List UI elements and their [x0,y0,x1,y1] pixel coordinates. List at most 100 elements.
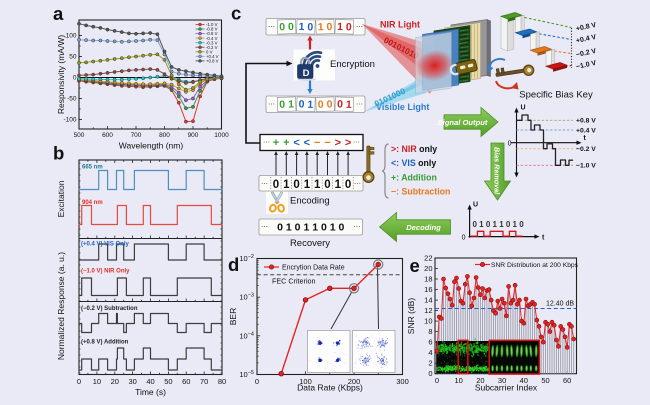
svg-text:U: U [521,105,526,112]
svg-text:50: 50 [164,377,172,386]
svg-text:50: 50 [69,54,77,61]
svg-text:-100: -100 [63,117,76,124]
svg-text:t: t [542,235,545,242]
svg-text:30: 30 [128,377,136,386]
svg-text:1 0: 1 0 [298,21,313,34]
svg-text:0: 0 [428,369,432,378]
svg-text:1 0: 1 0 [337,21,352,34]
svg-text:+0.8 V: +0.8 V [575,22,597,33]
svg-text:−: − [314,137,320,149]
svg-text:0: 0 [462,235,466,242]
svg-text:+: + [283,137,289,149]
svg-text:20: 20 [476,376,484,385]
svg-text:t: t [584,135,587,142]
svg-text:0 V: 0 V [206,49,213,54]
svg-text:Encoding: Encoding [290,196,330,207]
svg-text:>: > [345,137,351,149]
svg-text:Responsivity (mA/W): Responsivity (mA/W) [56,35,66,115]
svg-text:2: 2 [428,359,432,368]
svg-text:(+0.4 V) VIS Only: (+0.4 V) VIS Only [81,242,130,248]
svg-text:800: 800 [159,132,170,139]
svg-text:U: U [473,202,478,209]
svg-text:⋯: ⋯ [268,24,275,31]
svg-text:1: 1 [335,179,342,191]
svg-text:FEC Criterion: FEC Criterion [272,277,316,286]
svg-text:22: 22 [424,254,432,263]
svg-text:Visible Light: Visible Light [376,102,429,112]
svg-text:12: 12 [424,306,432,315]
svg-text:−1.0 V: −1.0 V [576,163,596,170]
svg-text:20: 20 [424,264,432,273]
svg-text:⋯: ⋯ [356,101,363,108]
svg-text:⋯: ⋯ [261,181,268,188]
svg-text:b: b [53,143,64,164]
svg-text:Data Rate (Kbps): Data Rate (Kbps) [297,383,363,393]
svg-text:+: Addition: +: Addition [391,172,437,182]
svg-text:40: 40 [146,377,154,386]
svg-text:300: 300 [396,377,409,386]
svg-text:Recovery: Recovery [290,238,330,249]
svg-text:10−2: 10−2 [239,254,254,263]
svg-text:0 0: 0 0 [279,21,294,34]
svg-text:-0.3 V: -0.3 V [206,40,218,45]
svg-text:d: d [228,254,239,275]
svg-text:Bias Removal: Bias Removal [493,147,502,195]
svg-text:-0.5 V: -0.5 V [206,31,218,36]
svg-text:600: 600 [102,132,113,139]
svg-text:18: 18 [424,275,432,284]
svg-text:a: a [53,3,64,24]
svg-text:(+0.8 V) Addition: (+0.8 V) Addition [81,340,129,346]
svg-text:-0.4 V: -0.4 V [206,36,218,41]
svg-text:0: 0 [508,140,512,147]
svg-text:900: 900 [188,132,199,139]
svg-text:−: Subtraction: −: Subtraction [391,187,450,197]
svg-text:1: 1 [283,179,290,191]
svg-text:0 1 0 1 1 0 1 0: 0 1 0 1 1 0 1 0 [277,221,344,233]
svg-text:10: 10 [93,377,101,386]
svg-text:−1.0 V: −1.0 V [575,60,597,71]
svg-text:<: < [304,137,310,149]
svg-text:16: 16 [424,285,432,294]
svg-text:60: 60 [182,377,190,386]
svg-text:Subcarrier Index: Subcarrier Index [475,383,538,393]
svg-text:<: VIS only: <: VIS only [391,158,436,168]
svg-text:0: 0 [293,179,299,191]
svg-text:Encrytion Data Rate: Encrytion Data Rate [282,265,345,272]
svg-text:Specific Bias Key: Specific Bias Key [519,90,593,101]
svg-text:70: 70 [200,377,208,386]
svg-text:-0.2 V: -0.2 V [206,45,218,50]
svg-text:0: 0 [345,179,351,191]
svg-text:20: 20 [111,377,119,386]
svg-text:+0.8 V: +0.8 V [206,59,219,64]
svg-text:50: 50 [541,376,549,385]
svg-text:+0.8 V: +0.8 V [576,118,596,125]
svg-text:+: + [273,137,279,149]
svg-text:−: − [324,137,330,149]
svg-text:+0.4 V: +0.4 V [576,127,596,134]
svg-text:(−1.0 V) NIR Only: (−1.0 V) NIR Only [81,269,130,275]
svg-text:4: 4 [428,348,432,357]
svg-text:904 nm: 904 nm [82,200,103,206]
svg-text:0: 0 [273,179,279,191]
svg-text:−0.2 V: −0.2 V [575,48,597,59]
svg-text:⋯: ⋯ [268,101,275,108]
svg-text:12.40 dB: 12.40 dB [546,301,574,308]
svg-text:⋯: ⋯ [263,140,270,147]
svg-text:+0.4 V: +0.4 V [575,34,597,45]
svg-text:60: 60 [563,376,571,385]
svg-text:Signal Output: Signal Output [438,118,488,127]
svg-text:c: c [231,3,241,24]
svg-text:NIR Light: NIR Light [380,20,420,30]
svg-text:-50: -50 [67,96,77,103]
svg-text:0: 0 [73,75,77,82]
svg-text:0: 0 [77,377,81,386]
svg-text:0 1 0 1 1 0 1 0: 0 1 0 1 1 0 1 0 [473,220,525,229]
svg-text:40: 40 [520,376,528,385]
svg-text:SNR (dB): SNR (dB) [406,298,416,335]
svg-text:D: D [303,68,310,79]
svg-text:1000: 1000 [214,132,229,139]
svg-text:6: 6 [428,338,432,347]
svg-text:<: < [293,137,299,149]
svg-text:0: 0 [435,376,439,385]
svg-text:+0.4 V: +0.4 V [206,54,219,59]
